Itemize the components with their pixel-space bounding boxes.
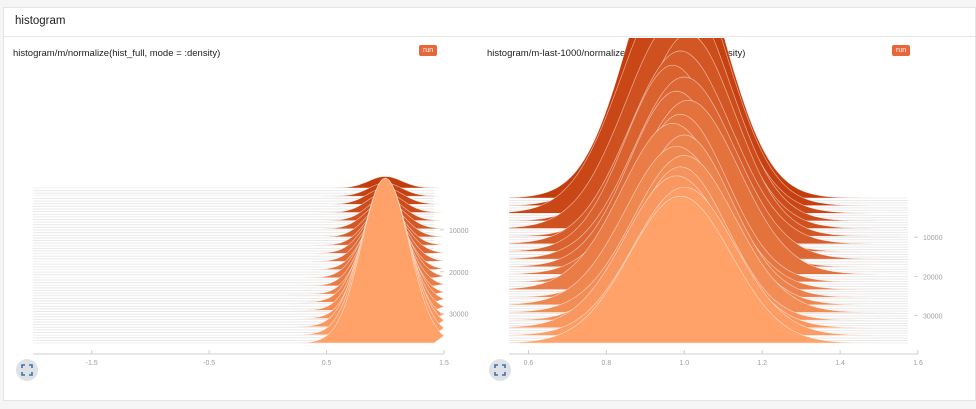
x-tick-label: 1.4 (835, 360, 845, 367)
run-badge[interactable]: run (892, 45, 911, 56)
histogram-chart: 0.6 0.8 1.0 1.2 1.4 1.6 10000 20000 30000 (508, 38, 943, 367)
panel-title: histogram/m-last-1000/normalize(hist_100… (487, 48, 746, 59)
x-tick-label: 0.5 (322, 360, 332, 367)
histogram-series-ridge (33, 177, 445, 344)
fullscreen-button[interactable] (16, 359, 38, 381)
x-tick-label: 1.5 (439, 360, 449, 367)
y-tick-label: 10000 (923, 235, 943, 242)
x-tick-label: 1.2 (757, 360, 767, 367)
fullscreen-icon (21, 364, 33, 376)
x-tick-label: -0.5 (203, 360, 215, 367)
y-tick-label: 20000 (923, 274, 943, 281)
x-tick-label: 1.6 (913, 360, 923, 367)
section-header[interactable]: histogram (4, 8, 975, 37)
histogram-chart: -1.5 -0.5 0.5 1.5 10000 20000 30000 (33, 176, 469, 367)
run-badge[interactable]: run (419, 45, 438, 56)
x-tick-label: -1.5 (86, 360, 98, 367)
x-tick-label: 1.0 (679, 360, 689, 367)
y-tick-label: 10000 (449, 228, 469, 235)
fullscreen-icon (494, 364, 506, 376)
section-title: histogram (15, 15, 66, 27)
histogram-series-ridge (508, 195, 918, 344)
histogram-panel-hist-1000: histogram/m-last-1000/normalize(hist_100… (478, 38, 976, 400)
x-tick-label: 0.8 (602, 360, 612, 367)
histogram-panel-hist-full: histogram/m/normalize(hist_full, mode = … (4, 38, 477, 400)
histogram-section-card: histogram histogram/m/normalize(hist_ful… (3, 7, 976, 401)
y-tick-label: 20000 (449, 270, 469, 277)
histogram-series-ridge (33, 176, 444, 189)
x-tick-label: 0.6 (524, 360, 534, 367)
fullscreen-button[interactable] (489, 359, 511, 381)
y-tick-label: 30000 (449, 312, 469, 319)
y-tick-label: 30000 (923, 314, 943, 321)
panel-title: histogram/m/normalize(hist_full, mode = … (13, 48, 221, 59)
